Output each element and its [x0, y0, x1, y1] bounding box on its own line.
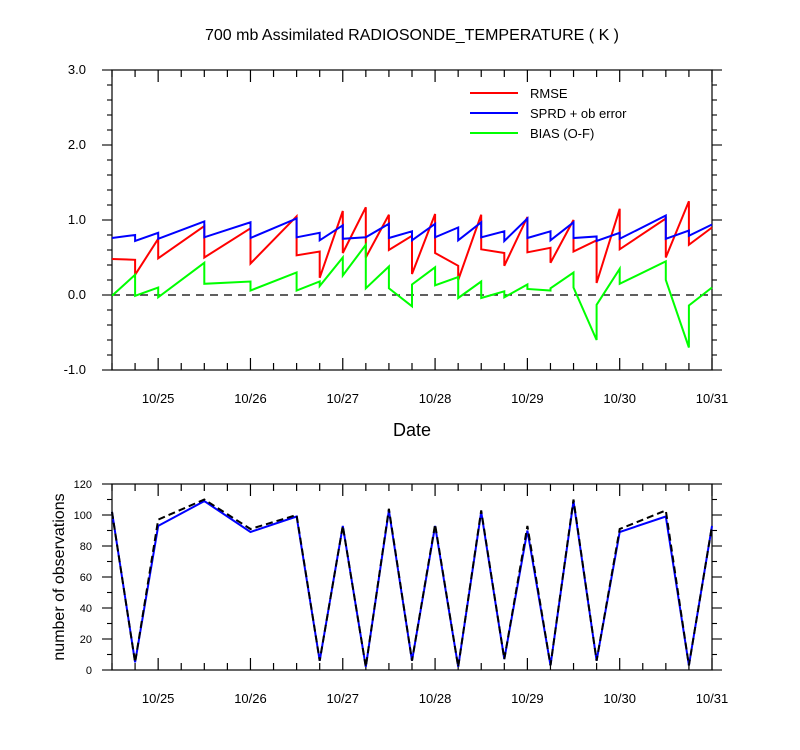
x-axis-label: Date	[393, 420, 431, 440]
top-x-tick-label: 10/28	[419, 391, 452, 406]
bottom-plot-frame	[111, 483, 713, 671]
bottom-x-tick-label: 10/28	[419, 691, 452, 706]
bottom-x-tick-label: 10/30	[603, 691, 636, 706]
top-series-rmse	[111, 200, 713, 284]
y-axis-label-observations: number of observations	[51, 493, 68, 660]
top-y-tick-label: 2.0	[68, 137, 86, 152]
bottom-y-tick-label: 0	[86, 665, 92, 677]
top-y-tick-label: 3.0	[68, 62, 86, 77]
bottom-x-tick-label: 10/26	[234, 691, 267, 706]
top-x-tick-label: 10/27	[326, 391, 359, 406]
bottom-x-tick-label: 10/31	[696, 691, 729, 706]
top-x-tick-label: 10/29	[511, 391, 544, 406]
bottom-y-tick-label: 20	[80, 634, 92, 646]
top-y-tick-label: -1.0	[64, 362, 86, 377]
top-x-tick-label: 10/31	[696, 391, 729, 406]
top-x-tick-label: 10/26	[234, 391, 267, 406]
chart-title: 700 mb Assimilated RADIOSONDE_TEMPERATUR…	[205, 27, 619, 44]
legend-label-rmse: RMSE	[530, 86, 568, 101]
bottom-y-tick-label: 80	[80, 541, 92, 553]
top-plot-area: 10/25 10/26 10/27 10/28 10/29 10/30 10/31 -1.0 0…	[64, 62, 729, 406]
legend-label-bias-o-f: BIAS (O-F)	[530, 126, 594, 141]
top-x-tick-label: 10/25	[142, 391, 175, 406]
bottom-series-assimilated	[111, 499, 713, 668]
top-y-tick-label: 1.0	[68, 212, 86, 227]
top-series-bias-o-f	[111, 241, 713, 348]
bottom-x-tick-label: 10/25	[142, 691, 175, 706]
top-y-tick-label: 0.0	[68, 287, 86, 302]
top-series-sprd-ob-error	[111, 213, 713, 244]
legend-label-sprd-ob-error: SPRD + ob error	[530, 106, 627, 121]
bottom-plot-area: 10/25 10/26 10/27 10/28 10/29 10/30 10/31 0 20 40…	[74, 479, 729, 706]
bottom-y-tick-label: 60	[80, 572, 92, 584]
bottom-y-tick-label: 120	[74, 479, 92, 491]
bottom-y-tick-label: 40	[80, 603, 92, 615]
bottom-x-tick-label: 10/27	[326, 691, 359, 706]
bottom-x-tick-label: 10/29	[511, 691, 544, 706]
top-x-tick-label: 10/30	[603, 391, 636, 406]
bottom-y-tick-label: 100	[74, 510, 92, 522]
bottom-series-possible	[111, 498, 713, 668]
legend: RMSE SPRD + ob error BIAS (O-F)	[470, 86, 627, 141]
